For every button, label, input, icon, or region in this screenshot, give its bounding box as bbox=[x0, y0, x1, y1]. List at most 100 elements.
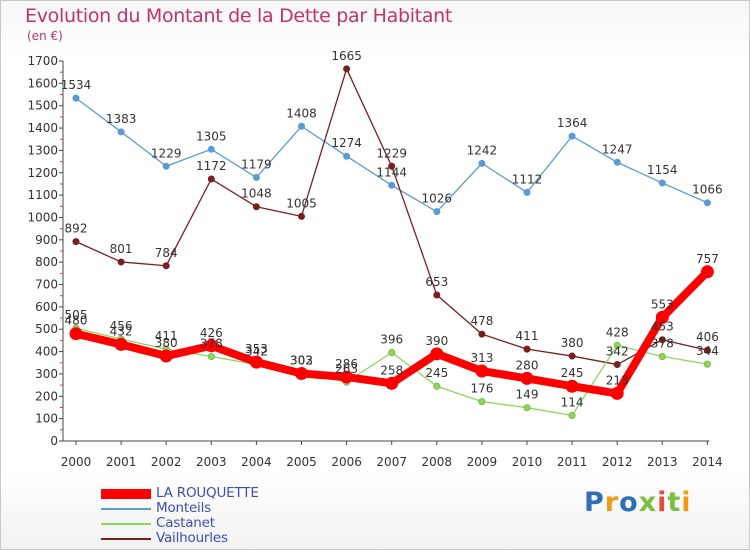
x-tick-label: 2009 bbox=[467, 455, 498, 469]
legend-label: Monteils bbox=[156, 500, 211, 516]
y-tick-label: 1100 bbox=[27, 188, 58, 202]
data-point bbox=[388, 181, 396, 189]
data-label: 1408 bbox=[286, 106, 317, 120]
data-point bbox=[295, 366, 308, 380]
legend-swatch bbox=[101, 538, 151, 540]
data-label: 286 bbox=[335, 357, 358, 371]
logo-letter: x bbox=[638, 487, 658, 518]
data-point bbox=[297, 122, 305, 130]
data-point bbox=[207, 145, 215, 153]
legend-swatch bbox=[101, 508, 151, 510]
data-point bbox=[249, 355, 263, 369]
x-tick-label: 2005 bbox=[286, 455, 317, 469]
legend-swatch bbox=[101, 489, 151, 499]
data-label: 1305 bbox=[196, 129, 227, 143]
y-tick-label: 1600 bbox=[27, 76, 58, 90]
data-label: 213 bbox=[606, 373, 629, 387]
data-label: 396 bbox=[380, 332, 403, 346]
data-point bbox=[297, 212, 305, 220]
data-label: 1112 bbox=[512, 172, 543, 186]
data-label: 553 bbox=[651, 297, 674, 311]
data-label: 149 bbox=[516, 388, 539, 402]
y-tick-label: 400 bbox=[35, 345, 58, 359]
data-label: 1383 bbox=[106, 112, 137, 126]
data-point bbox=[703, 346, 711, 354]
data-point bbox=[478, 398, 486, 406]
y-tick-label: 200 bbox=[35, 389, 58, 403]
x-tick-label: 2010 bbox=[512, 455, 543, 469]
data-point bbox=[252, 173, 260, 181]
data-point bbox=[207, 175, 215, 183]
data-point bbox=[568, 132, 576, 140]
data-label: 302 bbox=[290, 353, 313, 367]
data-label: 1005 bbox=[286, 196, 317, 210]
data-label: 245 bbox=[561, 366, 584, 380]
x-tick-label: 2007 bbox=[376, 455, 407, 469]
y-tick-label: 1000 bbox=[27, 210, 58, 224]
data-point bbox=[523, 188, 531, 196]
x-tick-label: 2011 bbox=[557, 455, 588, 469]
data-point bbox=[430, 347, 444, 361]
data-point bbox=[159, 349, 173, 363]
data-point bbox=[114, 337, 128, 351]
data-point bbox=[658, 353, 666, 361]
proxiti-logo: Proxiti bbox=[584, 487, 692, 518]
logo-letter: i bbox=[681, 487, 692, 518]
data-label: 378 bbox=[200, 337, 223, 351]
data-point bbox=[117, 258, 125, 266]
data-label: 1172 bbox=[196, 159, 227, 173]
data-label: 1026 bbox=[422, 192, 453, 206]
chart-title: Evolution du Montant de la Dette par Hab… bbox=[25, 5, 453, 27]
data-point bbox=[610, 386, 624, 400]
data-label: 390 bbox=[425, 334, 448, 348]
data-label: 344 bbox=[696, 344, 719, 358]
data-label: 1066 bbox=[692, 183, 723, 197]
data-label: 1242 bbox=[467, 143, 498, 157]
data-label: 1665 bbox=[331, 49, 362, 63]
data-label: 380 bbox=[155, 336, 178, 350]
logo-letter: P bbox=[584, 487, 605, 518]
data-label: 757 bbox=[696, 252, 719, 266]
data-label: 428 bbox=[606, 325, 629, 339]
data-point bbox=[655, 310, 669, 324]
data-point bbox=[523, 404, 531, 412]
data-label: 245 bbox=[425, 366, 448, 380]
data-point bbox=[72, 238, 80, 246]
data-label: 313 bbox=[470, 351, 493, 365]
data-label: 1154 bbox=[647, 163, 678, 177]
chart-subtitle: (en €) bbox=[27, 29, 63, 43]
data-point bbox=[703, 199, 711, 207]
data-point bbox=[613, 361, 621, 369]
data-label: 380 bbox=[561, 336, 584, 350]
data-label: 263 bbox=[335, 362, 358, 376]
data-label: 505 bbox=[65, 308, 88, 322]
y-tick-label: 0 bbox=[50, 434, 58, 448]
x-tick-label: 2001 bbox=[106, 455, 137, 469]
legend-label: LA ROUQUETTE bbox=[156, 485, 259, 501]
legend-label: Vailhourles bbox=[156, 530, 228, 546]
data-label: 378 bbox=[651, 337, 674, 351]
data-label: 801 bbox=[110, 242, 133, 256]
data-label: 1364 bbox=[557, 116, 588, 130]
x-tick-label: 2003 bbox=[196, 455, 227, 469]
x-tick-label: 2006 bbox=[331, 455, 362, 469]
data-label: 342 bbox=[606, 345, 629, 359]
data-point bbox=[520, 371, 534, 385]
data-point bbox=[478, 330, 486, 338]
data-label: 456 bbox=[110, 319, 133, 333]
series-line-vailhourles bbox=[75, 68, 709, 366]
data-labels: 1534 1383 1229 1305 1179 1408 1274 1144 1026 1242… bbox=[61, 49, 723, 410]
y-tick-label: 300 bbox=[35, 367, 58, 381]
data-label: 480 bbox=[65, 314, 88, 328]
data-point bbox=[162, 162, 170, 170]
data-point bbox=[475, 364, 489, 378]
x-tick-label: 2013 bbox=[647, 455, 678, 469]
data-label: 406 bbox=[696, 330, 719, 344]
data-point bbox=[703, 360, 711, 368]
y-tick-label: 100 bbox=[35, 412, 58, 426]
data-point bbox=[568, 352, 576, 360]
data-point bbox=[433, 382, 441, 390]
data-label: 653 bbox=[425, 275, 448, 289]
